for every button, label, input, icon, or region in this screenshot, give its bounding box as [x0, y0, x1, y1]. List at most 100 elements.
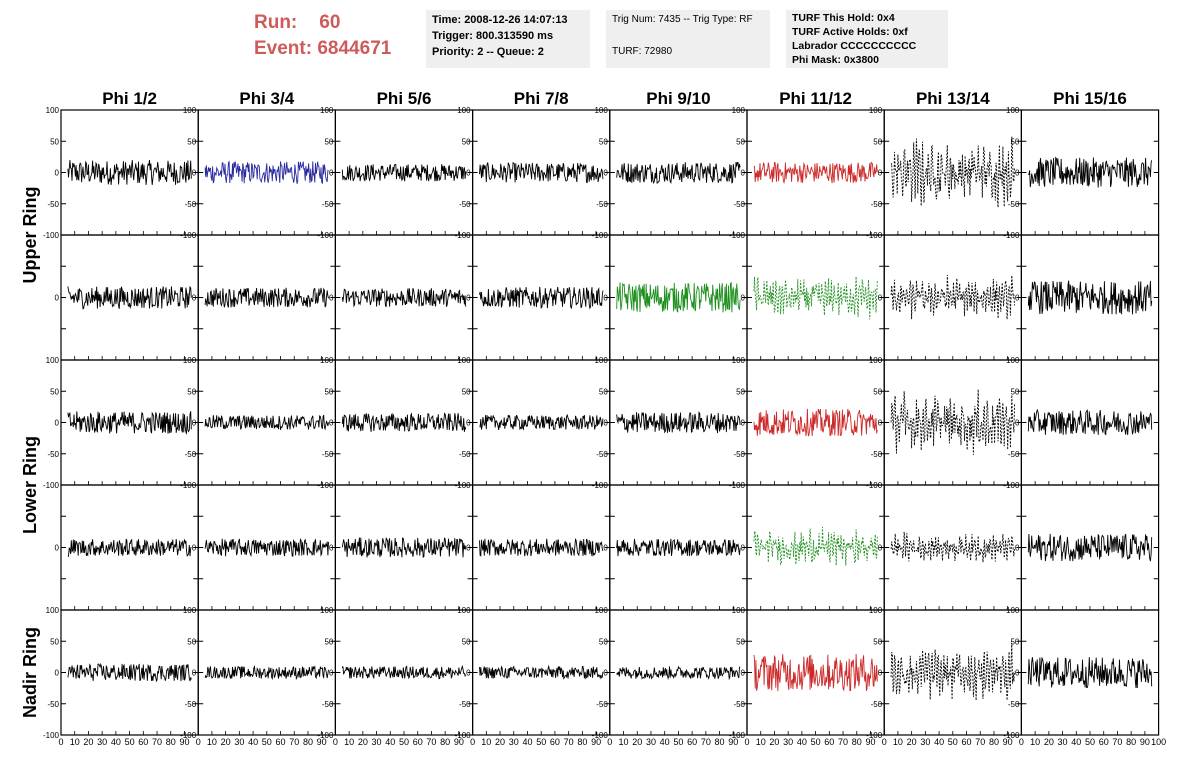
column-header: Phi 1/2	[102, 89, 157, 108]
x-tick-label: 70	[152, 737, 162, 747]
x-tick-label: 0	[333, 737, 338, 747]
y-tick-label: 50	[736, 637, 745, 646]
y-tick-label: 0	[741, 419, 746, 428]
waveform-trace	[890, 531, 1015, 563]
y-tick-label: 50	[599, 637, 608, 646]
y-tick-label: 50	[462, 387, 471, 396]
x-tick-label: 50	[1085, 737, 1095, 747]
y-tick-label: 0	[603, 544, 608, 553]
y-tick-label: 50	[324, 137, 333, 146]
y-tick-label: 0	[55, 419, 60, 428]
y-tick-label: 0	[192, 669, 197, 678]
waveform-trace	[67, 160, 192, 185]
y-tick-label: 100	[1006, 106, 1020, 115]
x-tick-label: 70	[289, 737, 299, 747]
x-tick-label: 30	[783, 737, 793, 747]
y-tick-label: -100	[455, 731, 472, 740]
y-tick-label: -50	[459, 200, 471, 209]
y-tick-label: -50	[733, 700, 745, 709]
y-tick-label: -50	[459, 700, 471, 709]
trigger-line: Trigger: 800.313590 ms	[432, 30, 554, 42]
y-tick-label: -100	[866, 731, 883, 740]
x-tick-label: 50	[399, 737, 409, 747]
time-line: Time: 2008-12-26 14:07:13	[432, 14, 568, 26]
waveform-trace	[1027, 408, 1153, 436]
y-tick-label: 0	[329, 419, 334, 428]
y-tick-label: 50	[50, 637, 59, 646]
y-tick-label: 100	[732, 356, 746, 365]
x-tick-label: 20	[769, 737, 779, 747]
x-tick-label: 60	[276, 737, 286, 747]
column-header: Phi 11/12	[779, 89, 852, 108]
y-tick-label: 0	[1015, 544, 1020, 553]
x-tick-label: 70	[1112, 737, 1122, 747]
x-tick-label: 60	[824, 737, 834, 747]
y-tick-label: 50	[736, 137, 745, 146]
y-tick-label: 0	[466, 294, 471, 303]
y-tick-label: 0	[878, 169, 883, 178]
waveform-trace	[67, 662, 192, 683]
y-tick-label: 50	[324, 387, 333, 396]
x-tick-label: 40	[248, 737, 258, 747]
x-tick-label: 20	[221, 737, 231, 747]
waveform-trace	[753, 526, 878, 566]
y-tick-label: 100	[869, 106, 883, 115]
waveform-trace	[753, 276, 878, 320]
x-tick-label: 10	[1030, 737, 1040, 747]
y-tick-label: 0	[192, 544, 197, 553]
y-tick-label: 0	[55, 169, 60, 178]
waveform-trace	[67, 411, 192, 435]
x-tick-label: 0	[744, 737, 749, 747]
x-tick-label: 80	[1126, 737, 1136, 747]
run-row: Run: 60	[254, 10, 391, 36]
y-tick-label: 0	[878, 294, 883, 303]
x-tick-label: 80	[852, 737, 862, 747]
y-tick-label: 50	[462, 137, 471, 146]
x-tick-label: 80	[715, 737, 725, 747]
x-tick-label: 10	[756, 737, 766, 747]
y-tick-label: 50	[462, 637, 471, 646]
waveform-trace	[204, 665, 329, 681]
y-tick-label: -50	[733, 200, 745, 209]
x-tick-label: 80	[989, 737, 999, 747]
event-row: Event: 6844671	[254, 36, 391, 62]
y-tick-label: 0	[603, 419, 608, 428]
waveform-trace	[1027, 280, 1153, 315]
waveform-trace	[341, 288, 467, 308]
y-tick-label: 50	[187, 637, 196, 646]
x-tick-label: 90	[865, 737, 875, 747]
y-tick-label: -50	[322, 450, 334, 459]
y-tick-label: 50	[873, 137, 882, 146]
y-tick-label: 0	[1015, 294, 1020, 303]
y-tick-label: 100	[869, 606, 883, 615]
x-tick-label: 70	[975, 737, 985, 747]
y-tick-label: -50	[596, 200, 608, 209]
x-tick-label: 70	[701, 737, 711, 747]
y-tick-label: 0	[192, 419, 197, 428]
column-header: Phi 5/6	[377, 89, 432, 108]
y-tick-label: -50	[1008, 700, 1020, 709]
x-tick-label: 30	[646, 737, 656, 747]
y-tick-label: -50	[47, 700, 59, 709]
y-tick-label: -50	[459, 450, 471, 459]
column-header: Phi 9/10	[646, 89, 710, 108]
y-tick-label: -50	[322, 200, 334, 209]
waveform-trace	[341, 664, 467, 680]
event-label: Event:	[254, 38, 313, 59]
x-tick-label: 80	[440, 737, 450, 747]
y-tick-label: 100	[732, 606, 746, 615]
x-tick-label: 40	[934, 737, 944, 747]
waveform-trace	[616, 538, 741, 557]
waveform-trace	[616, 281, 741, 313]
ring-label: Nadir Ring	[20, 627, 40, 718]
y-tick-label: -100	[729, 731, 746, 740]
y-tick-label: 0	[878, 419, 883, 428]
y-tick-label: 50	[599, 387, 608, 396]
x-tick-label: 90	[454, 737, 464, 747]
y-tick-label: 0	[55, 544, 60, 553]
y-tick-label: -50	[1008, 200, 1020, 209]
y-tick-label: -50	[47, 450, 59, 459]
y-tick-label: -50	[185, 700, 197, 709]
y-tick-label: 50	[324, 637, 333, 646]
waveform-trace	[616, 411, 741, 434]
